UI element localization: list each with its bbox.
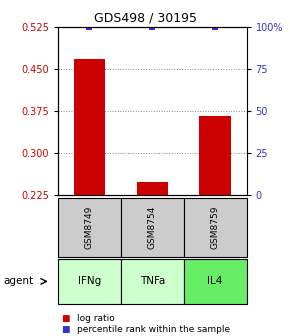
- Text: log ratio: log ratio: [77, 314, 115, 323]
- Text: ■: ■: [61, 325, 69, 334]
- Text: agent: agent: [3, 277, 33, 286]
- Text: IFNg: IFNg: [78, 277, 101, 286]
- Text: percentile rank within the sample: percentile rank within the sample: [77, 325, 230, 334]
- Text: GDS498 / 30195: GDS498 / 30195: [93, 12, 197, 25]
- Bar: [200, 117, 231, 195]
- Text: GSM8754: GSM8754: [148, 206, 157, 249]
- Text: GSM8749: GSM8749: [85, 206, 94, 249]
- Text: TNFa: TNFa: [139, 277, 165, 286]
- Text: IL4: IL4: [207, 277, 223, 286]
- Text: GSM8759: GSM8759: [211, 206, 220, 249]
- Bar: [74, 59, 105, 195]
- Text: ■: ■: [61, 314, 69, 323]
- Bar: [137, 182, 168, 195]
